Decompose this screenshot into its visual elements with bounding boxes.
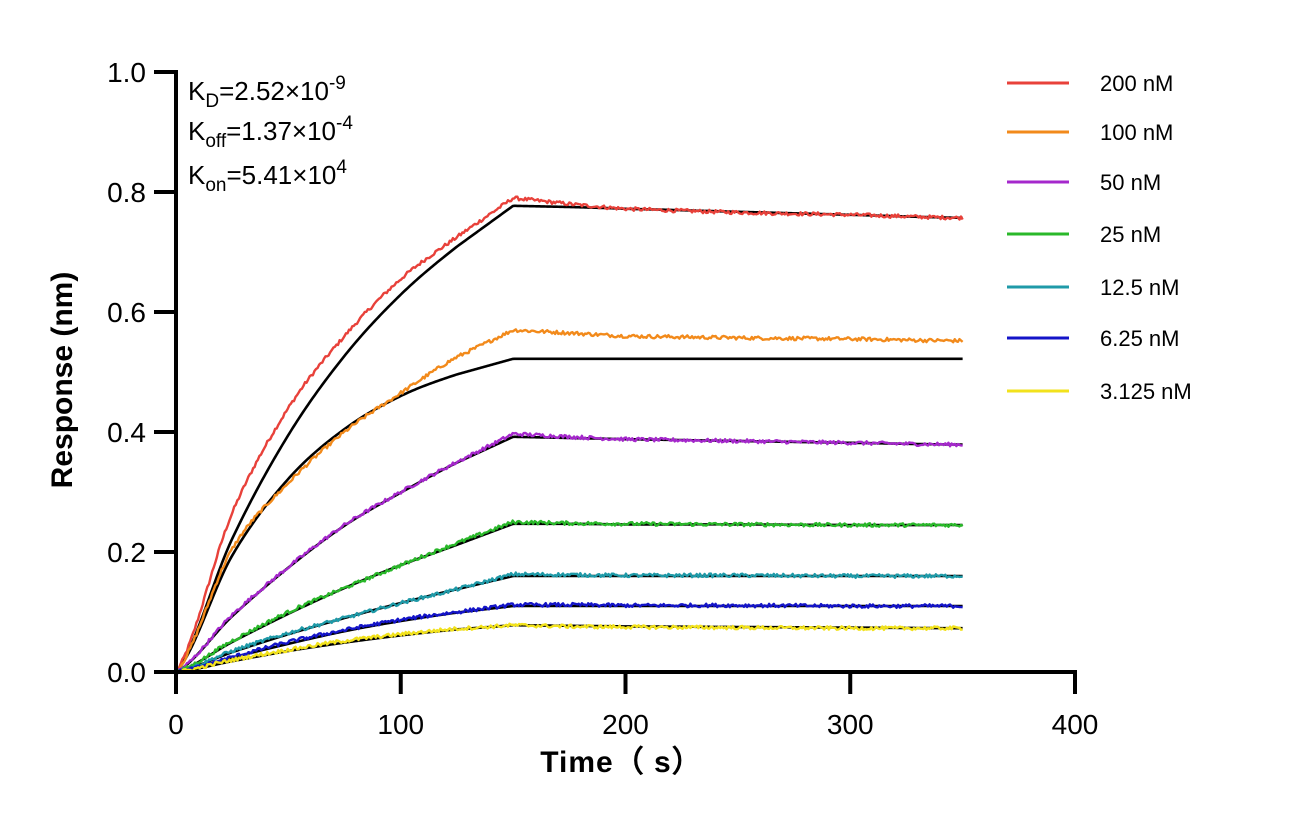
- legend-label-0: 200 nM: [1100, 71, 1173, 96]
- fit-curves: [174, 204, 963, 674]
- x-axis-title: Time（ s）: [540, 745, 703, 779]
- x-tick-label: 300: [827, 709, 874, 740]
- data-series: [174, 195, 964, 675]
- series-line-5: [175, 601, 963, 675]
- fit-curve-1: [175, 357, 963, 673]
- legend-label-2: 50 nM: [1100, 170, 1161, 195]
- x-tick-label: 0: [168, 709, 184, 740]
- y-tick-label: 0.6: [107, 297, 146, 328]
- series-line-3: [175, 519, 964, 674]
- legend-label-5: 6.25 nM: [1100, 326, 1180, 351]
- series-line-4: [175, 571, 963, 674]
- y-axis-title: Response (nm): [46, 272, 79, 489]
- y-tick-label: 0.8: [107, 177, 146, 208]
- kinetic-constant-D: KD=2.52×10-9: [188, 73, 346, 112]
- x-tick-label: 200: [602, 709, 649, 740]
- legend-label-6: 3.125 nM: [1100, 379, 1192, 404]
- y-tick-label: 0.2: [107, 537, 146, 568]
- x-tick-label: 100: [377, 709, 424, 740]
- legend: 200 nM 100 nM 50 nM 25 nM 12.5 nM 6.25 nM 3.12…: [1007, 71, 1192, 404]
- y-tick-label: 1.0: [107, 57, 146, 88]
- kinetic-constant-off: Koff=1.37×10-4: [188, 113, 353, 152]
- legend-label-1: 100 nM: [1100, 120, 1173, 145]
- series-line-1: [175, 328, 964, 673]
- y-tick-label: 0.4: [107, 417, 146, 448]
- axes: 0.0 0.2 0.4 0.6 0.8 1.0 0 100 200 300 400 Time（ s） R…: [46, 57, 1098, 779]
- series-line-6: [175, 622, 963, 674]
- series-line-2: [175, 431, 963, 674]
- y-tick-label: 0.0: [107, 657, 146, 688]
- series-line-0: [174, 195, 964, 673]
- x-tick-label: 400: [1052, 709, 1099, 740]
- kinetic-constant-on: Kon=5.41×104: [188, 157, 347, 196]
- legend-label-3: 25 nM: [1100, 222, 1161, 247]
- legend-label-4: 12.5 nM: [1100, 275, 1180, 300]
